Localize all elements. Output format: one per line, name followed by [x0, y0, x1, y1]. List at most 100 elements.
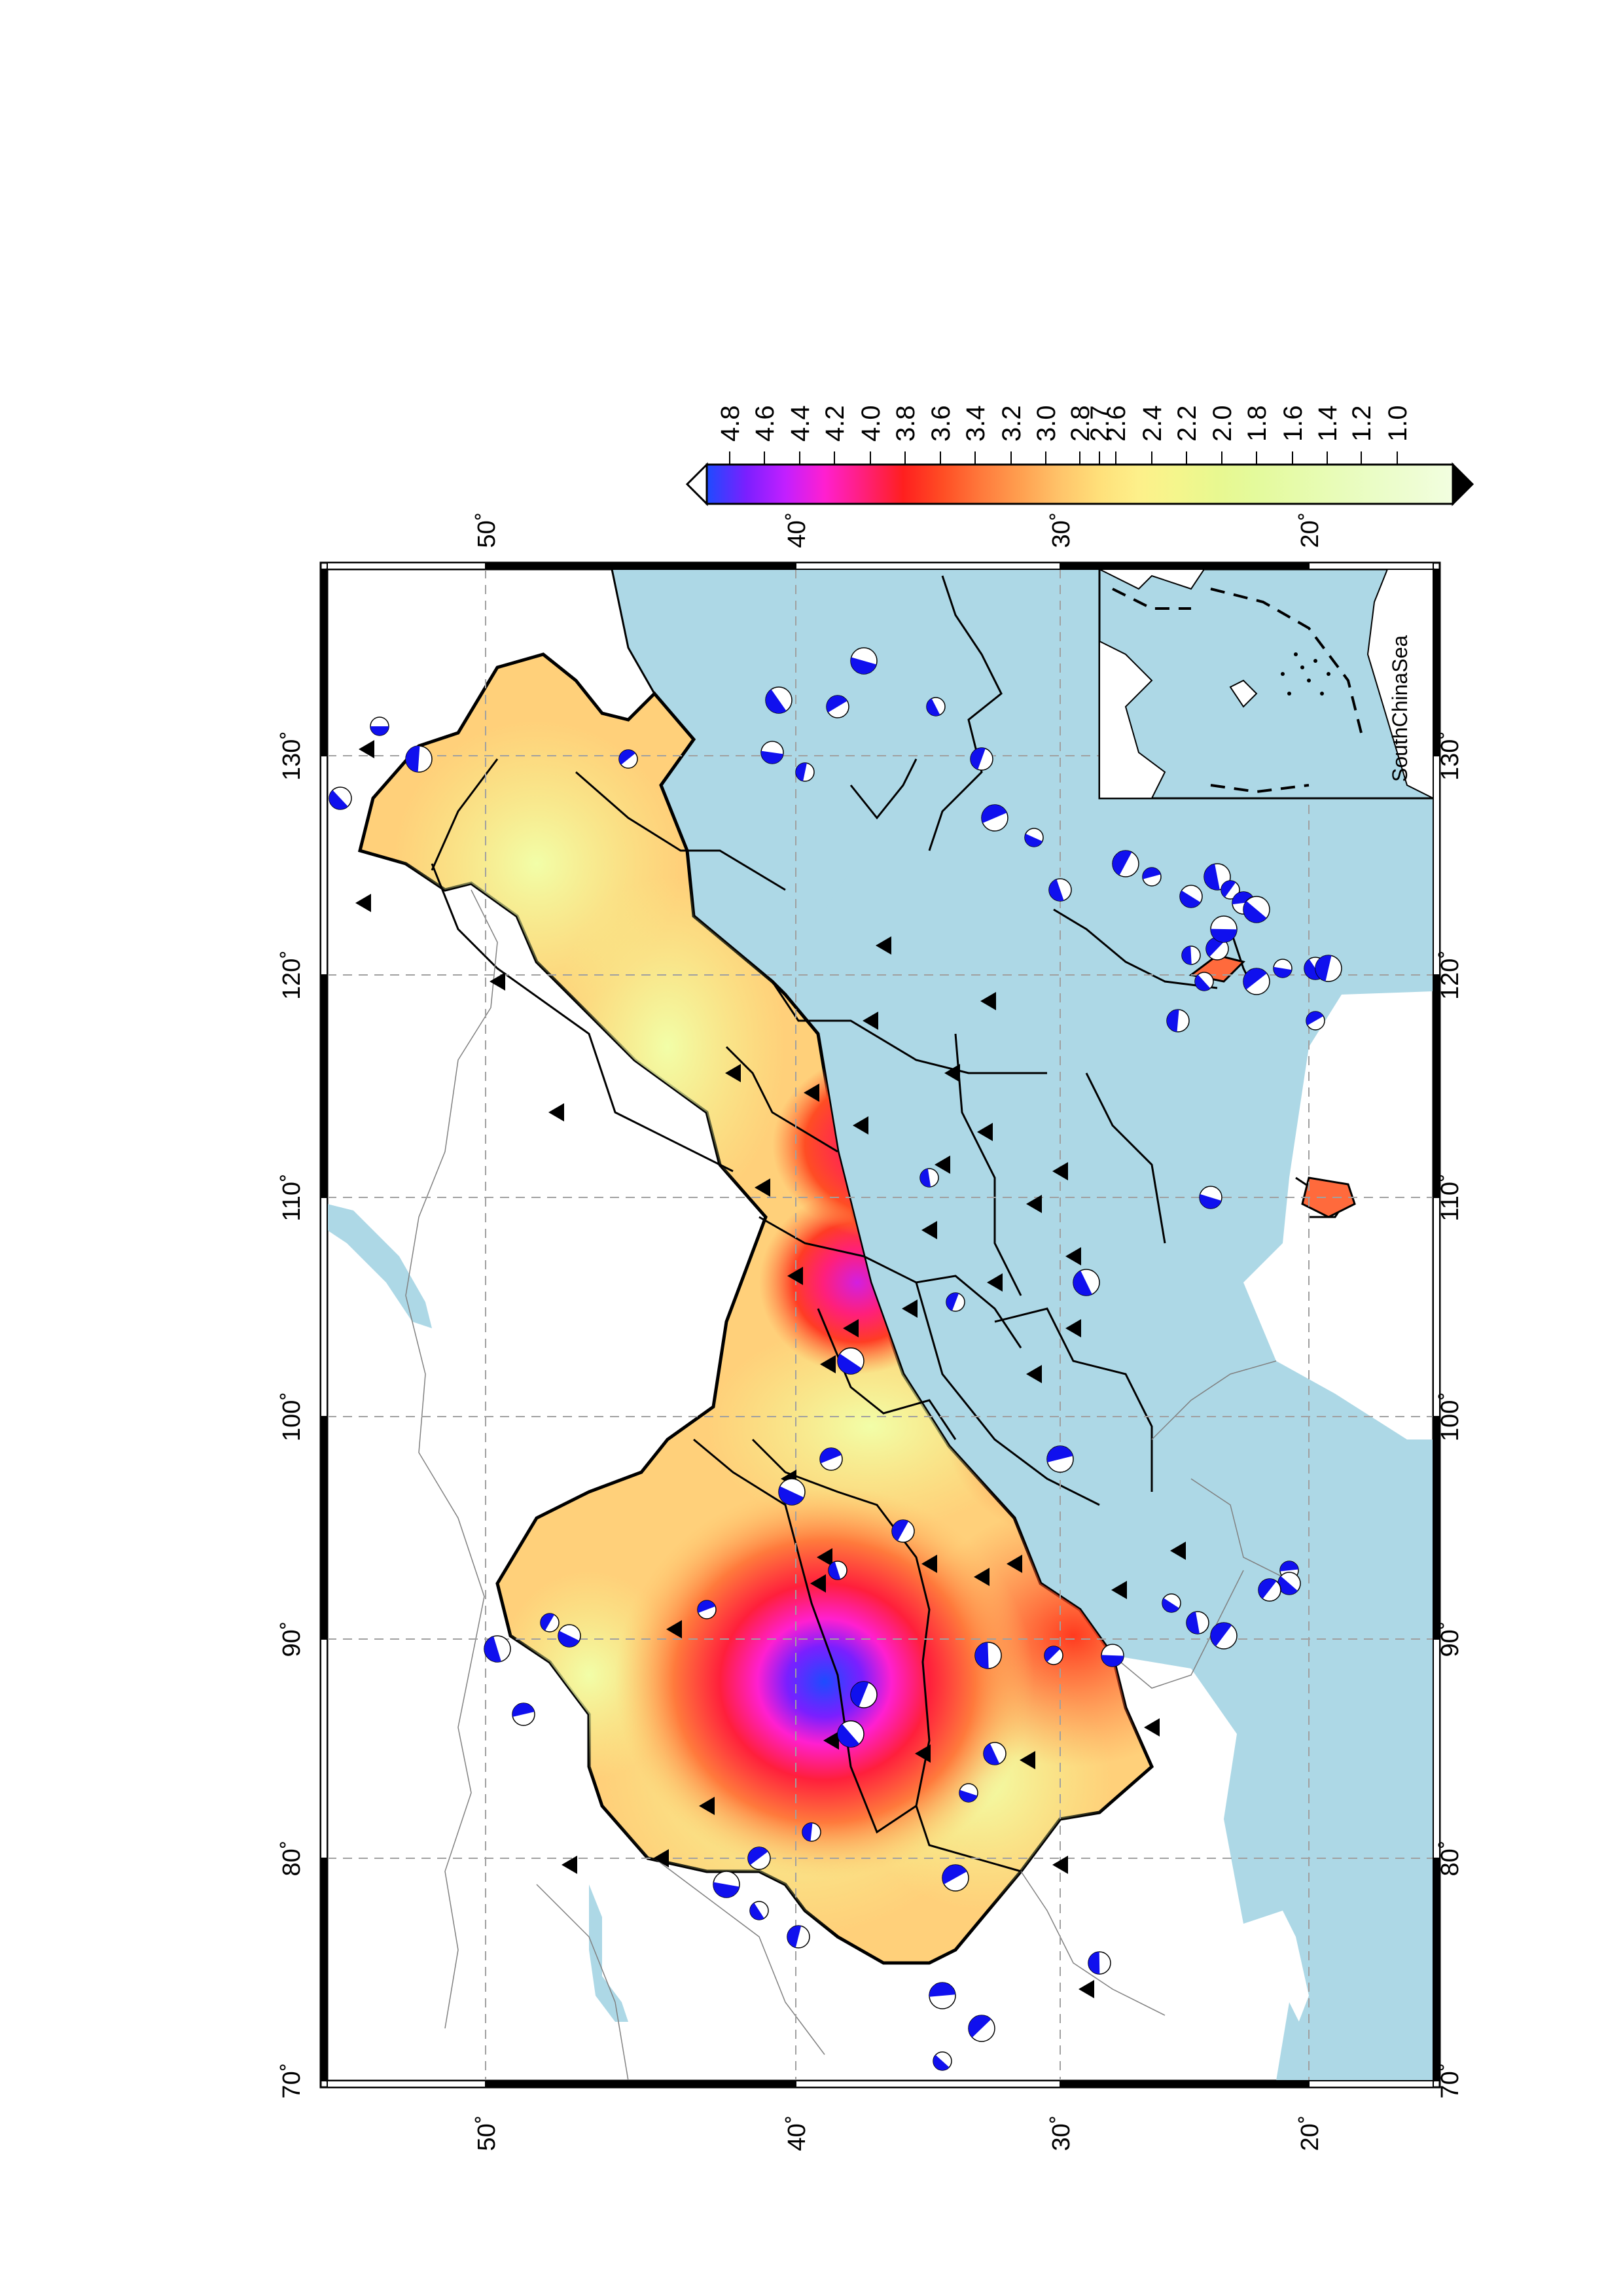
focal-mechanism-icon	[749, 1901, 769, 1920]
focal-mechanism-icon	[983, 1742, 1007, 1765]
focal-mechanism-icon	[1306, 1011, 1325, 1031]
focal-mechanism-icon	[968, 2015, 995, 2042]
focal-mechanism-icon	[765, 686, 793, 714]
focal-mechanism-icon	[919, 1168, 939, 1188]
latitude-labels-left: 20˚ 30˚ 40˚ 50˚	[473, 512, 1324, 548]
focal-mechanism-icon	[760, 741, 784, 764]
focal-mechanism-icon	[850, 1681, 878, 1708]
focal-mechanism-icon	[1048, 878, 1072, 902]
station-triangle-icon	[666, 1620, 682, 1638]
focal-mechanism-icon	[1273, 959, 1293, 978]
longitude-tick-label: 110˚	[1436, 1173, 1464, 1221]
station-triangle-icon	[921, 1555, 937, 1573]
colorbar-tick-label: 2.2	[1173, 405, 1202, 442]
station-triangle-icon	[817, 1548, 832, 1566]
focal-mechanism-icon	[826, 695, 849, 718]
province-boundaries	[431, 758, 1166, 1873]
focal-mechanism-icon	[1142, 867, 1162, 887]
colorbar-tick-label: 2.8	[1066, 405, 1095, 442]
colorbar-tick-label: 2.0	[1208, 405, 1237, 442]
latitude-tick-label: 30˚	[1048, 2115, 1075, 2151]
focal-mechanism-icon	[1181, 945, 1201, 965]
focal-mechanism-icon	[1186, 1611, 1209, 1634]
station-triangle-icon	[355, 894, 371, 912]
station-triangle-icon	[974, 1568, 990, 1586]
latitude-labels-right: 20˚ 30˚ 40˚ 50˚	[473, 2115, 1324, 2151]
colorbar-tick-label: 3.2	[997, 405, 1026, 442]
station-triangle-icon	[1065, 1247, 1081, 1265]
focal-mechanism-icon	[1277, 1572, 1301, 1595]
inset-label: SouthChinaSea	[1388, 635, 1412, 782]
focal-mechanism-icon	[837, 1347, 865, 1375]
focal-mechanism-icon	[1073, 1269, 1100, 1296]
longitude-tick-label: 110˚	[278, 1173, 306, 1221]
longitude-labels-top: 70˚ 80˚ 90˚ 100˚ 110˚ 120˚ 130˚	[278, 731, 306, 2098]
graticule	[327, 569, 1433, 2081]
colorbar-tick-label: 3.6	[927, 405, 955, 442]
focal-mechanism-icon	[1243, 968, 1270, 995]
station-triangle-icon	[1111, 1581, 1127, 1599]
station-triangle-icon	[935, 1156, 950, 1174]
colorbar-tick-label: 1.8	[1243, 405, 1272, 442]
station-triangle-icon	[755, 1178, 770, 1197]
focal-mechanism-icon	[329, 786, 352, 810]
focal-mechanism-icon	[1024, 828, 1044, 847]
station-triangle-icon	[977, 1123, 993, 1141]
station-triangle-icon	[1007, 1555, 1022, 1573]
longitude-labels-bottom: 70˚ 80˚ 90˚ 100˚ 110˚ 120˚ 130˚	[1436, 731, 1464, 2098]
station-triangle-icon	[876, 936, 891, 955]
focal-mechanism-icon	[540, 1613, 560, 1633]
country-borders	[405, 889, 1296, 2081]
focal-mechanism-icon	[618, 749, 638, 769]
longitude-tick-label: 130˚	[278, 731, 306, 781]
colorbar-tick-label: 1.4	[1313, 405, 1342, 442]
longitude-tick-label: 100˚	[278, 1392, 306, 1441]
longitude-tick-label: 90˚	[278, 1621, 306, 1657]
focal-mechanism-icon	[837, 1720, 865, 1748]
focal-mechanism-icon	[974, 1642, 1002, 1669]
focal-mechanism-icon	[1179, 885, 1203, 908]
focal-mechanism-icon	[1166, 1009, 1190, 1033]
focal-mechanism-icon	[1101, 1644, 1124, 1667]
longitude-tick-label: 90˚	[1436, 1621, 1464, 1657]
longitude-tick-label: 70˚	[1436, 2063, 1464, 2099]
focal-mechanism-icon	[933, 2051, 952, 2071]
station-triangle-icon	[653, 1849, 669, 1867]
station-triangle-icon	[915, 1744, 931, 1763]
station-triangle-icon	[1020, 1751, 1035, 1769]
station-triangle-icon	[810, 1574, 826, 1593]
colorbar-tick-label: 4.0	[857, 405, 885, 442]
focal-mechanism-icon	[1205, 937, 1229, 961]
focal-mechanism-icon	[1199, 1186, 1222, 1209]
latitude-tick-label: 40˚	[783, 2115, 811, 2151]
colorbar-tick-label: 2.6	[1102, 405, 1131, 442]
station-triangle-icon	[1052, 1856, 1068, 1874]
focal-mechanism-icon	[484, 1635, 511, 1663]
station-triangle-icon	[1026, 1195, 1042, 1213]
focal-mechanism-icon	[929, 1982, 956, 2009]
longitude-tick-label: 130˚	[1436, 731, 1464, 781]
focal-mechanism-icon	[1315, 955, 1342, 982]
focal-mechanism-icon	[819, 1447, 843, 1471]
latitude-tick-label: 30˚	[1048, 512, 1075, 548]
focal-mechanism-icon	[828, 1561, 847, 1580]
station-triangle-icon	[1144, 1718, 1160, 1737]
colorbar-tick-label: 4.8	[716, 405, 745, 442]
colorbar-tick-label: 2.7	[1086, 405, 1115, 442]
colorbar-tick-label: 4.4	[786, 405, 815, 442]
colorbar-tick-label: 4.6	[751, 405, 779, 442]
focal-mechanism-icon	[747, 1846, 771, 1870]
focal-mechanism-icon	[970, 747, 993, 771]
focal-mechanism-icon	[370, 716, 389, 736]
station-triangle-icon	[562, 1856, 577, 1874]
focal-mechanism-icon	[942, 1864, 969, 1892]
south-china-sea-inset: SouthChinaSea	[1098, 569, 1433, 800]
focal-mechanism-icon	[697, 1600, 717, 1619]
station-triangle-icon	[1170, 1542, 1186, 1560]
focal-mechanism-icon	[1258, 1578, 1281, 1602]
station-triangle-icon	[1026, 1365, 1042, 1383]
focal-mechanism-icon	[1046, 1445, 1074, 1473]
latitude-tick-label: 20˚	[1296, 2115, 1324, 2151]
focal-mechanism-icon	[405, 745, 433, 773]
